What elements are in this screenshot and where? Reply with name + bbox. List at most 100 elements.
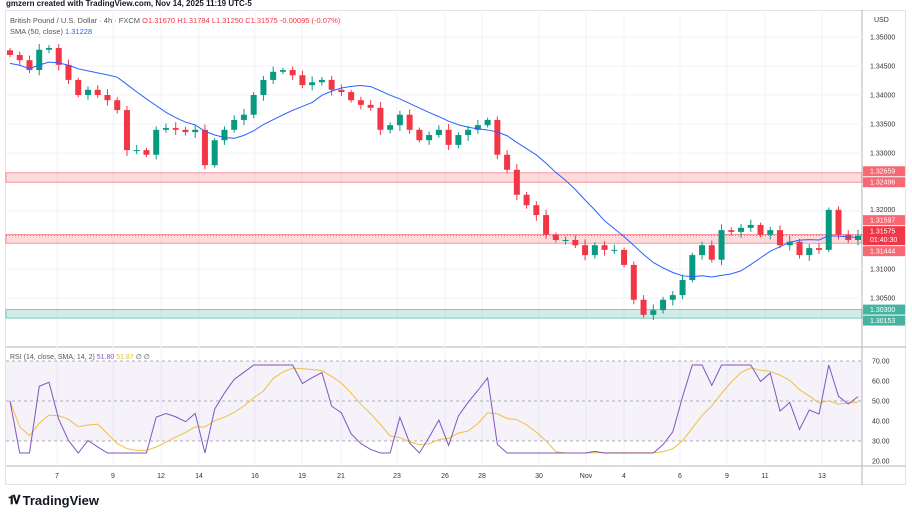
candle	[84, 86, 91, 100]
candle	[806, 244, 813, 261]
candle	[406, 109, 413, 134]
time-tick: 13	[818, 473, 826, 480]
candle	[309, 76, 316, 91]
zone-red	[5, 172, 863, 183]
candle	[396, 110, 403, 131]
time-tick: 7	[55, 473, 59, 480]
candle	[114, 97, 121, 114]
candle-body	[640, 299, 647, 315]
candle-body	[757, 224, 764, 235]
candle-body	[445, 129, 452, 145]
candle-body	[504, 154, 511, 170]
candle-body	[738, 227, 745, 232]
candle-body	[270, 71, 277, 80]
candle-body	[747, 224, 754, 228]
candle-body	[611, 249, 618, 251]
candle	[55, 43, 62, 71]
candle	[855, 229, 861, 246]
zone-price-label: 1.31444	[870, 249, 895, 256]
time-tick: 11	[761, 473, 768, 480]
sma-value: 1.31228	[65, 27, 93, 36]
rsi-tick: 50.00	[872, 399, 890, 406]
candle	[201, 124, 208, 170]
zone-price-label-bg	[863, 215, 905, 226]
candle	[474, 119, 481, 134]
zone-price-label: 1.30300	[870, 307, 895, 314]
candle	[123, 106, 130, 156]
zone-price-label: 1.32659	[870, 169, 895, 176]
close-value: C1.31575	[245, 16, 278, 25]
candle	[153, 126, 160, 160]
candle	[289, 66, 296, 80]
candle-body	[825, 209, 832, 250]
candle	[816, 242, 823, 254]
candle	[611, 244, 618, 254]
rsi-line	[9, 364, 859, 454]
candle	[45, 45, 52, 54]
candle	[562, 236, 569, 245]
zone-price-label-bg	[863, 315, 905, 326]
chart-frame[interactable]	[5, 10, 906, 485]
candle	[445, 124, 452, 151]
candle	[718, 224, 725, 265]
zone-green	[5, 309, 863, 319]
candle-body	[718, 230, 725, 260]
candle-body	[786, 241, 793, 246]
candle-body	[465, 129, 472, 136]
candle-body	[192, 129, 199, 133]
candle-body	[289, 70, 296, 76]
candle-body	[806, 248, 813, 256]
zone-price-label-bg	[863, 246, 905, 257]
candle-body	[689, 255, 696, 281]
time-tick: 9	[725, 473, 729, 480]
candle	[533, 201, 540, 221]
candle	[552, 232, 559, 243]
candle-body	[855, 235, 861, 240]
candle	[669, 291, 676, 306]
candle	[133, 144, 140, 155]
rsi-extra: ∅ ∅	[135, 354, 150, 361]
candle-body	[767, 230, 774, 235]
candle	[689, 252, 696, 283]
candle-body	[211, 140, 218, 166]
candle	[757, 222, 764, 238]
candle	[16, 51, 23, 65]
candle	[250, 92, 257, 119]
sma-label[interactable]: SMA (50, close)	[10, 27, 63, 36]
candle	[630, 261, 637, 305]
candle-body	[650, 310, 657, 315]
candle	[387, 122, 394, 134]
candle-body	[582, 245, 589, 256]
candle-body	[26, 60, 33, 71]
last-price-label: 1.31575	[870, 229, 895, 236]
zone-price-label: 1.30153	[870, 318, 895, 325]
candle-body	[601, 245, 608, 250]
candle	[650, 304, 657, 321]
candle	[36, 43, 43, 76]
candle	[104, 89, 111, 106]
candle	[621, 247, 628, 268]
countdown-label: 01:40:30	[870, 237, 897, 244]
tradingview-logo[interactable]: 𝟏𝐕 TradingView	[8, 493, 99, 508]
candle-body	[153, 129, 160, 155]
candle	[513, 164, 520, 200]
candle-body	[221, 129, 228, 141]
rsi-label[interactable]: RSI (14, close, SMA, 14, 2)	[10, 354, 95, 361]
candle-body	[348, 92, 355, 101]
candle-body	[75, 79, 82, 95]
symbol-title[interactable]: British Pound / U.S. Dollar · 4h · FXCM	[10, 16, 141, 25]
candle	[172, 122, 179, 136]
time-tick: 14	[195, 473, 203, 480]
open-value: O1.31670	[142, 16, 176, 25]
candle	[357, 96, 364, 110]
candle	[270, 66, 277, 84]
candle-body	[338, 89, 345, 93]
rsi-tick: 70.00	[872, 359, 890, 366]
zone-price-label-bg	[863, 166, 905, 177]
candle-body	[816, 248, 823, 250]
candle-body	[299, 75, 306, 86]
candle	[192, 125, 199, 138]
time-tick: 19	[298, 473, 306, 480]
zone-red	[5, 233, 863, 244]
